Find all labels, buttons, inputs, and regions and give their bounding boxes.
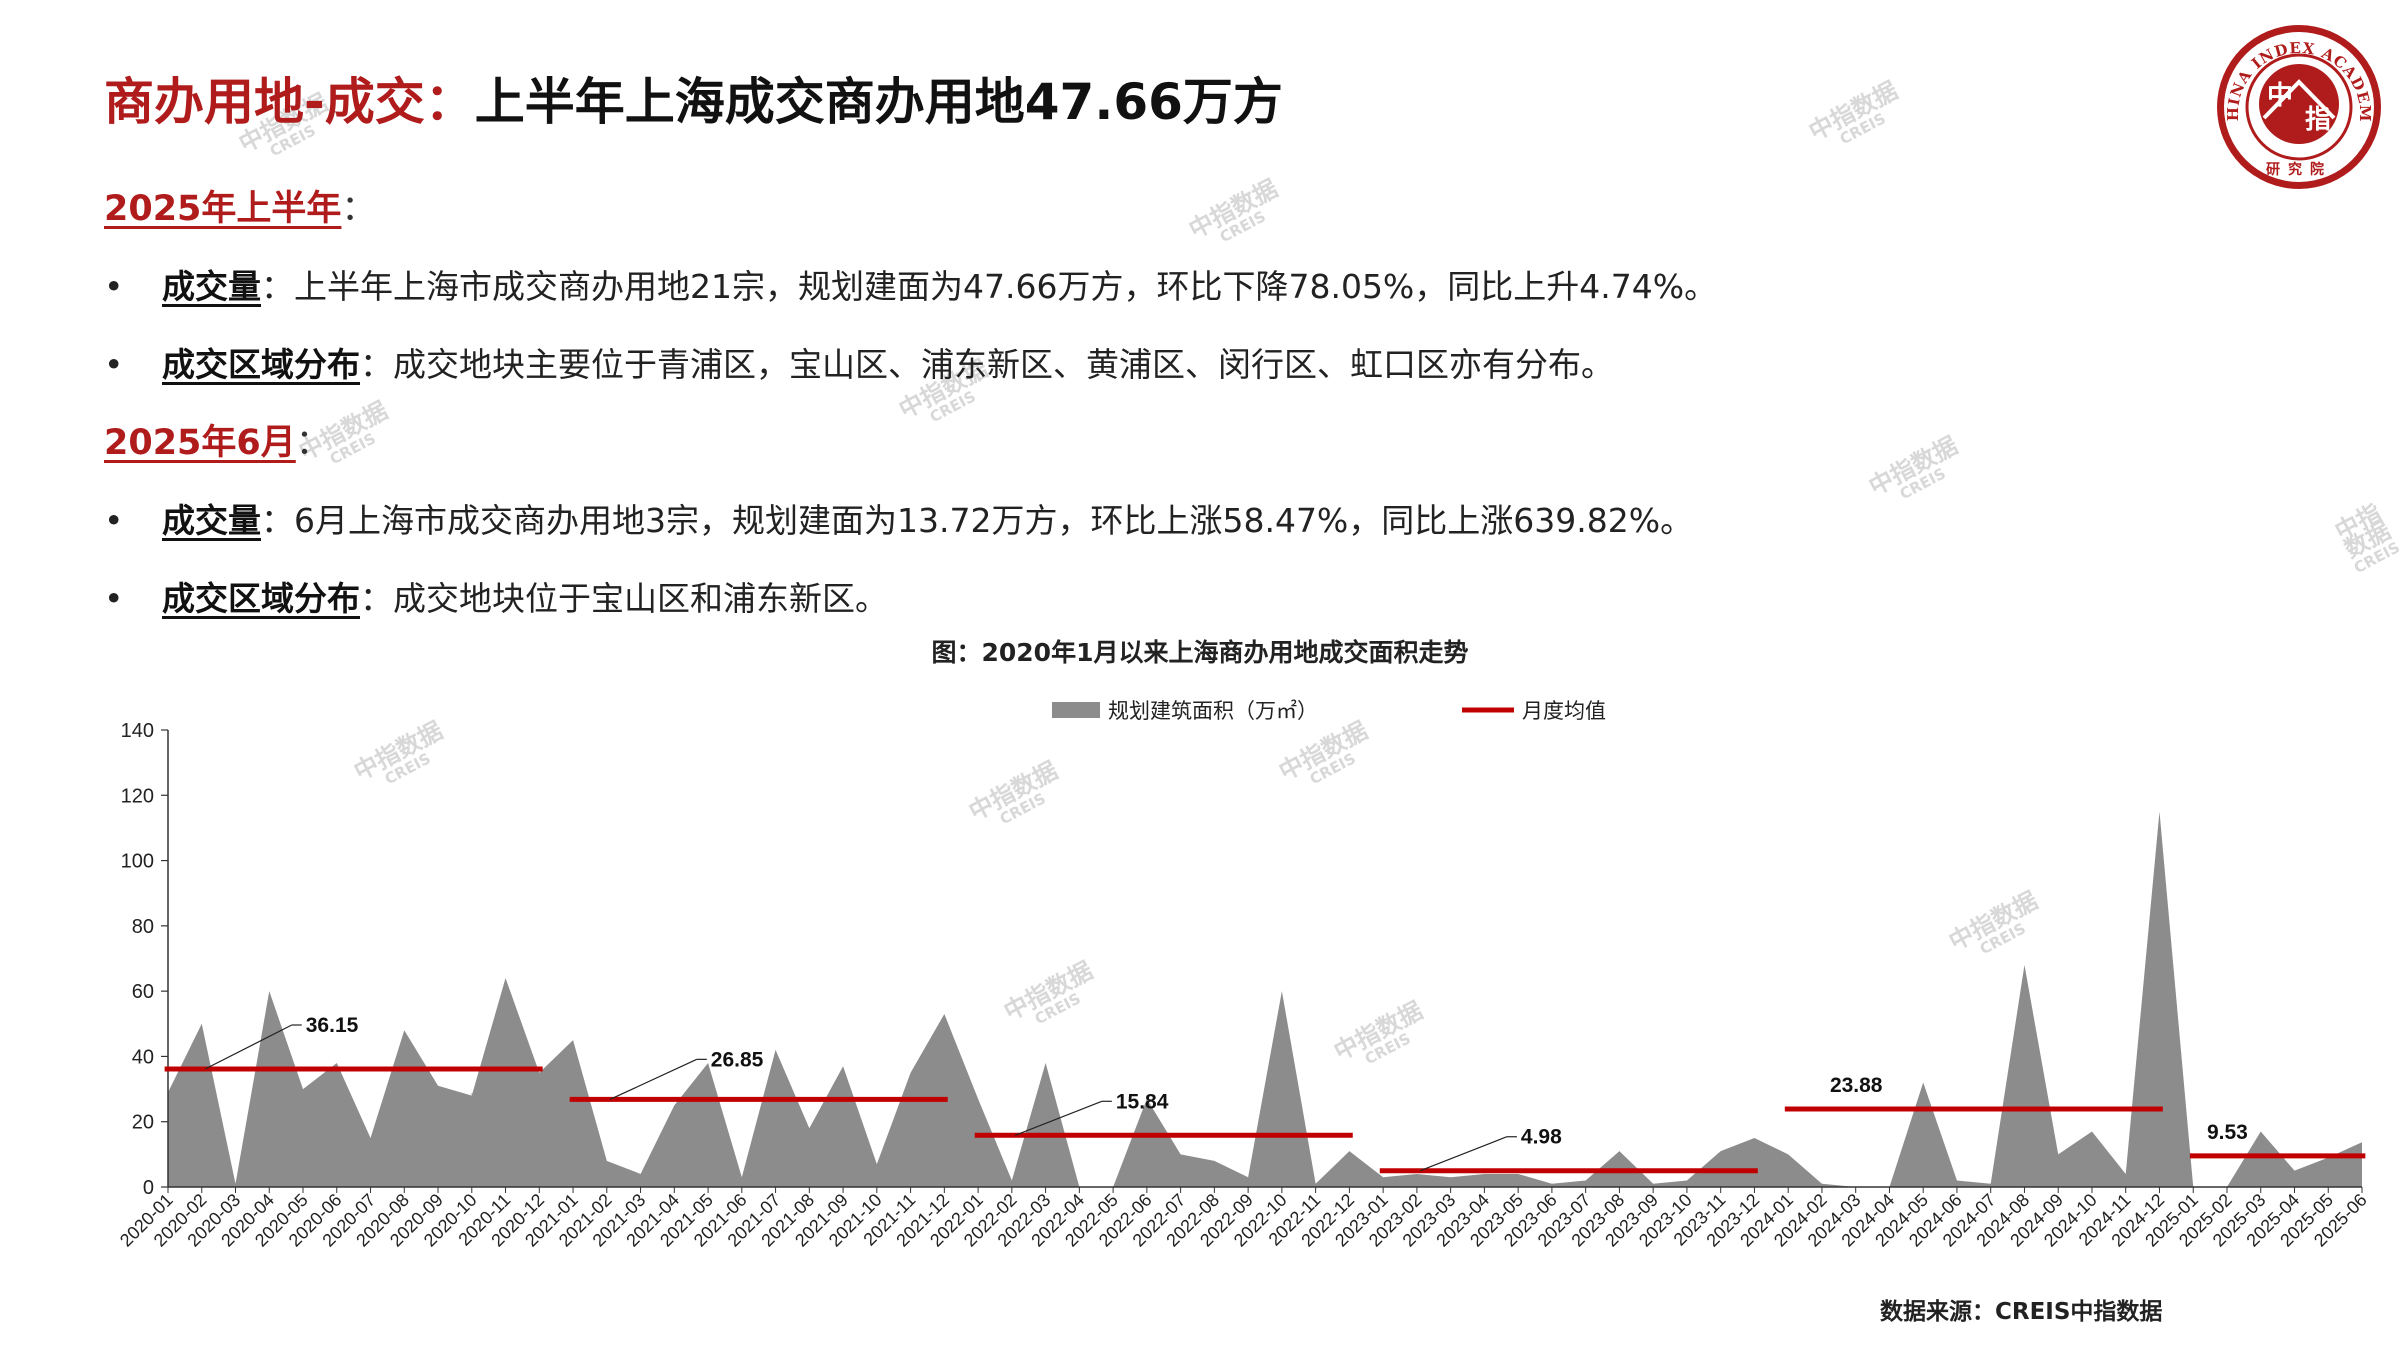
bullet-glyph: • <box>104 501 124 540</box>
mean-label-leader <box>1420 1136 1508 1172</box>
mean-value-label: 23.88 <box>1830 1074 1883 1097</box>
section-heading-text: 2025年上半年 <box>104 189 342 229</box>
y-tick-label: 20 <box>132 1112 154 1134</box>
mean-label-leader <box>609 1058 698 1100</box>
legend-label-mean: 月度均值 <box>1522 700 1606 723</box>
legend-swatch-area <box>1052 702 1100 718</box>
mean-value-label: 15.84 <box>1116 1090 1169 1113</box>
bullet-key: 成交区域分布 <box>162 345 360 384</box>
bullet-text: ：成交地块主要位于青浦区，宝山区、浦东新区、黄浦区、闵行区、虹口区亦有分布。 <box>360 345 1614 384</box>
y-tick-label: 100 <box>121 851 154 873</box>
area-series <box>168 811 2362 1187</box>
y-tick-label: 0 <box>143 1177 154 1199</box>
y-tick-label: 140 <box>121 720 154 742</box>
bullet-glyph: • <box>104 345 124 384</box>
bullet-item: • 成交区域分布：成交地块主要位于青浦区，宝山区、浦东新区、黄浦区、闵行区、虹口区… <box>104 338 1614 386</box>
section-heading-june: 2025年6月： <box>104 423 331 463</box>
bullet-text: ：成交地块位于宝山区和浦东新区。 <box>360 579 888 618</box>
mean-value-label: 4.98 <box>1521 1126 1562 1149</box>
bullet-item: • 成交量：上半年上海市成交商办用地21宗，规划建面为47.66万方，环比下降78… <box>104 260 1717 308</box>
logo-bottom-text: 研究院 <box>2266 161 2332 178</box>
bullet-glyph: • <box>104 267 124 306</box>
section-heading-h1: 2025年上半年： <box>104 189 377 229</box>
legend-label-area: 规划建筑面积（万㎡） <box>1108 699 1318 723</box>
y-tick-label: 40 <box>132 1046 154 1068</box>
title-prefix: 商办用地-成交： <box>104 73 475 131</box>
bullet-key: 成交区域分布 <box>162 579 360 618</box>
china-index-academy-logo: CHINA INDEX ACADEMY 中 指 研究院 <box>2214 22 2381 189</box>
title-main: 上半年上海成交商办用地47.66万方 <box>474 73 1283 131</box>
data-source: 数据来源：CREIS中指数据 <box>1880 1299 2163 1325</box>
mean-label-leader <box>204 1024 293 1070</box>
mean-value-label: 26.85 <box>711 1048 764 1071</box>
y-tick-label: 80 <box>132 916 154 938</box>
page-title: 商办用地-成交：上半年上海成交商办用地47.66万方 <box>104 62 1283 134</box>
mean-label-leader <box>1015 1100 1103 1136</box>
bullet-text: ：6月上海市成交商办用地3宗，规划建面为13.72万方，环比上涨58.47%，同… <box>261 501 1694 540</box>
logo-char-2: 指 <box>2305 105 2331 135</box>
bullet-item: • 成交量：6月上海市成交商办用地3宗，规划建面为13.72万方，环比上涨58.4… <box>104 494 1693 542</box>
y-tick-label: 120 <box>121 785 154 807</box>
chart-title: 图：2020年1月以来上海商办用地成交面积走势 <box>931 638 1469 667</box>
logo-char-1: 中 <box>2267 81 2293 111</box>
bullet-key: 成交量 <box>162 267 261 306</box>
bullet-glyph: • <box>104 579 124 618</box>
section-heading-text: 2025年6月 <box>104 423 296 463</box>
bullet-item: • 成交区域分布：成交地块位于宝山区和浦东新区。 <box>104 572 888 620</box>
mean-value-label: 36.15 <box>306 1014 359 1037</box>
mean-value-label: 9.53 <box>2207 1121 2248 1144</box>
y-tick-label: 60 <box>132 981 154 1003</box>
bullet-text: ：上半年上海市成交商办用地21宗，规划建面为47.66万方，环比下降78.05%… <box>261 267 1718 306</box>
bullet-key: 成交量 <box>162 501 261 540</box>
